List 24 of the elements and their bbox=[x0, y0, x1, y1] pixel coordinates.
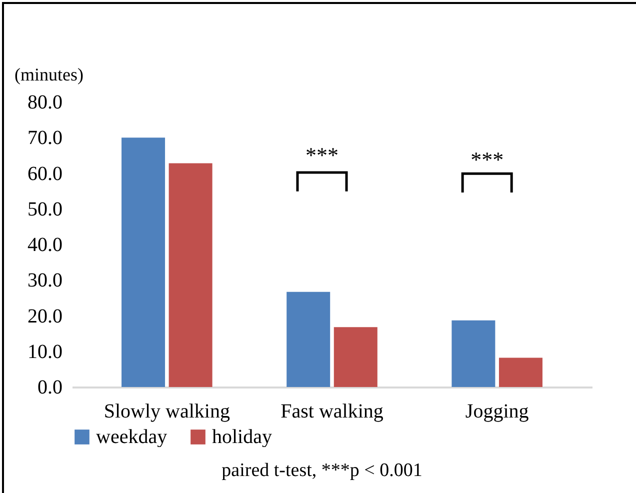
y-tick-label: 0.0 bbox=[38, 376, 62, 398]
legend-label: weekday bbox=[96, 426, 168, 448]
y-tick-label: 30.0 bbox=[28, 270, 62, 292]
bar bbox=[498, 358, 542, 387]
bar bbox=[452, 320, 496, 387]
x-tick-label: Jogging bbox=[465, 400, 529, 422]
annotation: *** bbox=[470, 147, 504, 172]
bar bbox=[122, 138, 166, 387]
y-tick-label: 10.0 bbox=[28, 340, 62, 363]
y-tick-label: 60.0 bbox=[28, 162, 62, 185]
y-tick-label: 40.0 bbox=[28, 234, 62, 256]
x-tick-label: Fast walking bbox=[280, 400, 384, 422]
legend-label: holiday bbox=[212, 426, 272, 448]
bar bbox=[286, 292, 330, 387]
bar bbox=[334, 327, 378, 387]
y-tick-label: 70.0 bbox=[28, 127, 62, 150]
y-tick-label: 50.0 bbox=[28, 198, 62, 220]
y-tick-label: 20.0 bbox=[28, 305, 62, 328]
y-tick-label: 80.0 bbox=[28, 92, 62, 114]
text: paired t-test, ***p < 0.001 bbox=[220, 460, 424, 482]
y-axis-title: (minutes) bbox=[14, 64, 84, 84]
annotation: *** bbox=[306, 142, 338, 168]
bar bbox=[168, 163, 212, 387]
x-tick-label: Slowly walking bbox=[104, 400, 230, 422]
